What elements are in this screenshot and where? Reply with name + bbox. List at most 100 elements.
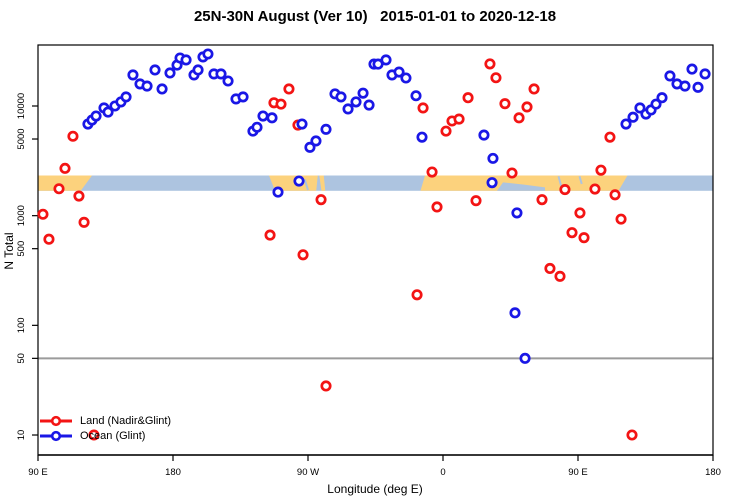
ocean-data-point bbox=[363, 99, 375, 111]
ocean-data-point bbox=[149, 64, 161, 76]
land-data-point bbox=[589, 183, 601, 195]
ocean-data-point bbox=[487, 152, 499, 164]
land-data-point bbox=[615, 213, 627, 225]
ocean-series-marker-icon bbox=[40, 430, 72, 441]
ocean-data-point bbox=[335, 91, 347, 103]
land-data-point bbox=[484, 58, 496, 70]
y-tick-label: 5000 bbox=[16, 128, 27, 149]
land-data-point bbox=[453, 113, 465, 125]
ocean-data-point bbox=[664, 70, 676, 82]
land-data-point bbox=[559, 184, 571, 196]
ocean-data-point bbox=[679, 80, 691, 92]
land-data-point bbox=[78, 216, 90, 228]
ocean-data-point bbox=[237, 91, 249, 103]
x-tick-label: 0 bbox=[440, 467, 445, 478]
land-data-point bbox=[275, 98, 287, 110]
ocean-data-point bbox=[509, 307, 521, 319]
land-data-point bbox=[544, 262, 556, 275]
legend-label-land: Land (Nadir&Glint) bbox=[80, 414, 172, 427]
ocean-data-point bbox=[350, 96, 362, 108]
ocean-data-point bbox=[156, 83, 168, 95]
ocean-data-point bbox=[192, 64, 204, 76]
land-data-point bbox=[283, 83, 295, 95]
ocean-data-point bbox=[656, 92, 668, 104]
ocean-data-point bbox=[164, 67, 176, 79]
ocean-data-point bbox=[699, 68, 711, 80]
map-strip-ocean-streak bbox=[303, 179, 309, 191]
land-data-point bbox=[554, 270, 566, 282]
land-data-point bbox=[595, 164, 607, 176]
ocean-data-point bbox=[410, 90, 422, 102]
land-data-point bbox=[626, 429, 638, 441]
land-data-point bbox=[462, 92, 474, 104]
x-tick-label: 90 E bbox=[28, 467, 48, 478]
ocean-data-point bbox=[342, 103, 354, 115]
ocean-data-point bbox=[511, 207, 523, 219]
y-tick-label: 500 bbox=[16, 241, 27, 257]
y-tick-label: 10 bbox=[16, 430, 27, 441]
ocean-data-point bbox=[320, 123, 332, 135]
land-data-point bbox=[440, 125, 452, 137]
land-data-point bbox=[59, 162, 71, 174]
land-data-point bbox=[431, 201, 443, 213]
legend-item-land: Land (Nadir&Glint) bbox=[40, 413, 171, 428]
land-data-point bbox=[536, 194, 548, 206]
ocean-data-point bbox=[251, 121, 263, 133]
x-tick-label: 180 bbox=[705, 467, 721, 478]
land-data-point bbox=[506, 167, 518, 179]
plot-border bbox=[37, 44, 714, 456]
legend-item-ocean: Ocean (Glint) bbox=[40, 428, 171, 443]
x-axis-title: Longitude (deg E) bbox=[327, 482, 423, 496]
ocean-data-point bbox=[141, 80, 153, 92]
land-data-point bbox=[37, 208, 49, 220]
ocean-data-point bbox=[478, 129, 490, 141]
land-data-point bbox=[73, 190, 85, 202]
land-data-point bbox=[315, 194, 327, 206]
map-strip-land-segment bbox=[420, 175, 628, 191]
land-data-point bbox=[574, 207, 586, 219]
land-data-point bbox=[521, 101, 533, 113]
ocean-data-point bbox=[222, 75, 234, 87]
ocean-data-point bbox=[296, 118, 308, 130]
ocean-data-point bbox=[120, 91, 132, 103]
y-tick-label: 1000 bbox=[16, 205, 27, 226]
land-data-point bbox=[578, 232, 590, 244]
land-data-point bbox=[499, 98, 511, 110]
ocean-data-point bbox=[519, 352, 531, 364]
ocean-data-point bbox=[90, 110, 102, 122]
x-tick-label: 90 W bbox=[297, 467, 319, 478]
land-data-point bbox=[604, 131, 616, 143]
ocean-data-point bbox=[266, 112, 278, 124]
ocean-data-point bbox=[692, 81, 704, 93]
y-tick-label: 50 bbox=[16, 353, 27, 364]
ocean-data-point bbox=[686, 63, 698, 75]
land-series-marker-icon bbox=[40, 415, 72, 426]
land-data-point bbox=[417, 102, 429, 114]
ocean-data-point bbox=[102, 106, 114, 118]
ocean-data-point bbox=[634, 102, 646, 114]
land-data-point bbox=[53, 183, 65, 195]
legend-label-ocean: Ocean (Glint) bbox=[80, 429, 146, 442]
ocean-data-point bbox=[304, 141, 316, 153]
land-data-point bbox=[88, 429, 100, 441]
land-data-point bbox=[320, 380, 332, 392]
land-data-point bbox=[528, 83, 540, 95]
land-data-point bbox=[43, 233, 55, 245]
legend: Land (Nadir&Glint) Ocean (Glint) bbox=[40, 413, 171, 443]
land-data-point bbox=[566, 227, 578, 239]
ocean-data-point bbox=[215, 68, 227, 80]
ocean-data-point bbox=[400, 72, 412, 84]
land-data-point bbox=[411, 289, 423, 301]
ocean-data-point bbox=[486, 177, 498, 189]
ocean-data-point bbox=[650, 98, 662, 110]
land-data-point bbox=[297, 249, 309, 261]
map-strip-land-segment bbox=[319, 175, 326, 191]
map-strip-ocean-inlet bbox=[497, 182, 545, 191]
ocean-data-point bbox=[202, 48, 214, 60]
ocean-data-point bbox=[357, 87, 369, 99]
ocean-data-point bbox=[627, 111, 639, 123]
ocean-data-point bbox=[620, 118, 632, 130]
y-tick-label: 100 bbox=[16, 317, 27, 333]
ocean-data-point bbox=[127, 69, 139, 81]
